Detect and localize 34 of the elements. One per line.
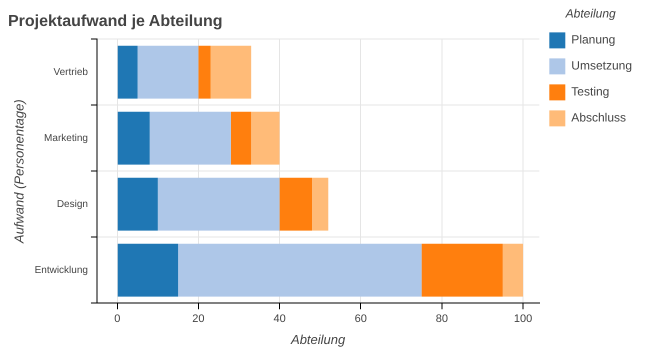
x-tick-label: 20 xyxy=(192,312,205,325)
x-tick-label: 60 xyxy=(354,312,367,325)
x-tick-label: 80 xyxy=(436,312,448,325)
legend-label: Testing xyxy=(571,84,610,99)
legend-label: Planung xyxy=(571,32,616,47)
bar xyxy=(251,112,280,165)
bar xyxy=(178,244,422,297)
bar xyxy=(158,178,280,231)
y-tick-label: Vertrieb xyxy=(53,66,88,78)
bar xyxy=(118,178,158,231)
y-tick-label: Entwicklung xyxy=(34,264,88,276)
legend-title: Abteilung xyxy=(564,6,616,20)
bar xyxy=(230,112,252,165)
bar xyxy=(138,46,198,99)
bar xyxy=(118,46,138,99)
x-tick-label: 100 xyxy=(514,312,532,325)
bar xyxy=(150,112,231,165)
y-tick-label: Design xyxy=(56,198,88,210)
bar xyxy=(280,178,312,231)
legend-label: Abschluss xyxy=(571,110,626,125)
bar xyxy=(210,46,252,99)
y-tick-label: Marketing xyxy=(44,132,88,144)
bar xyxy=(422,244,503,297)
x-axis-title: Abteilung xyxy=(290,332,346,347)
bar xyxy=(118,244,178,297)
bar xyxy=(502,244,524,297)
chart-title: Projektaufwand je Abteilung xyxy=(8,13,223,30)
x-tick-label: 0 xyxy=(114,312,120,325)
bar xyxy=(198,46,211,99)
bar xyxy=(118,112,150,165)
bar xyxy=(312,178,328,231)
y-axis-title: Aufwand (Personentage) xyxy=(11,99,26,244)
x-tick-label: 40 xyxy=(273,312,286,325)
legend-label: Umsetzung xyxy=(571,58,632,73)
